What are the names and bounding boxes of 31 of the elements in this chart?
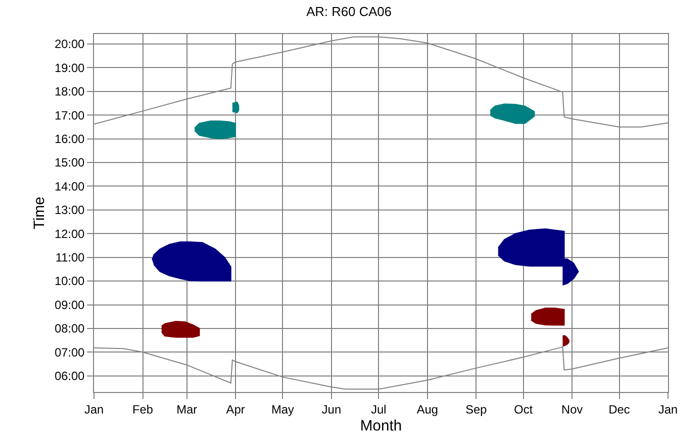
- y-tick-label: 06:00: [54, 369, 85, 384]
- x-tick-label: Aug: [416, 402, 438, 416]
- y-tick-label: 08:00: [54, 322, 85, 336]
- y-axis-title: Time: [30, 196, 48, 230]
- x-tick-label: Jan: [658, 402, 678, 416]
- y-tick-label: 19:00: [54, 60, 85, 75]
- y-tick-label: 16:00: [54, 132, 85, 146]
- x-tick-label: Jan: [84, 402, 104, 416]
- chart-title: AR: R60 CA06: [306, 4, 392, 19]
- y-tick-label: 09:00: [54, 298, 85, 312]
- x-tick-label: Jun: [322, 402, 342, 416]
- y-tick-label: 10:00: [54, 274, 85, 288]
- x-tick-label: Jul: [370, 402, 386, 416]
- x-tick-label: Feb: [132, 402, 154, 416]
- y-tick-label: 20:00: [54, 37, 85, 52]
- y-tick-label: 12:00: [54, 226, 85, 241]
- y-tick-label: 13:00: [54, 203, 85, 218]
- y-tick-label: 14:00: [54, 179, 85, 194]
- x-tick-label: Sep: [465, 402, 488, 416]
- y-tick-label: 17:00: [54, 108, 85, 122]
- x-tick-label: May: [271, 402, 294, 416]
- x-tick-label: Nov: [561, 402, 583, 416]
- y-tick-label: 11:00: [55, 250, 85, 265]
- y-tick-label: 07:00: [54, 345, 85, 360]
- y-tick-label: 15:00: [54, 156, 85, 170]
- x-tick-label: Mar: [176, 402, 198, 416]
- x-tick-label: Apr: [226, 402, 245, 416]
- x-axis-title: Month: [360, 417, 402, 434]
- x-tick-label: Oct: [514, 402, 534, 416]
- x-tick-label: Dec: [608, 402, 630, 416]
- y-tick-label: 18:00: [54, 84, 85, 99]
